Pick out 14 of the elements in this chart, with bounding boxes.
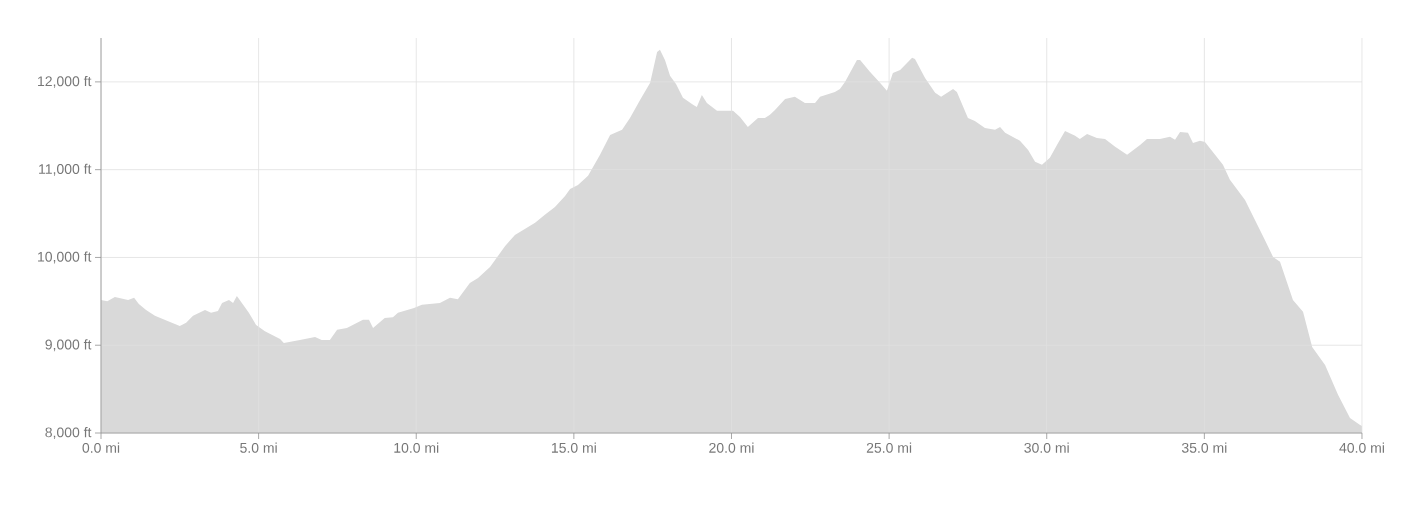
x-tick-label: 40.0 mi (1339, 442, 1384, 453)
y-tick-label: 10,000 ft (38, 251, 92, 264)
x-tick-label: 25.0 mi (866, 442, 912, 453)
x-tick-label: 30.0 mi (1024, 442, 1069, 453)
x-tick-label: 10.0 mi (394, 442, 439, 453)
y-tick-label: 8,000 ft (45, 427, 92, 439)
y-tick-label: 9,000 ft (45, 339, 92, 352)
x-tick-label: 15.0 mi (551, 442, 596, 453)
x-tick-label: 35.0 mi (1181, 442, 1227, 453)
y-tick-label: 11,000 ft (39, 163, 92, 176)
x-tick-label: 5.0 mi (240, 442, 277, 453)
y-tick-label: 12,000 ft (38, 75, 92, 88)
x-tick-label: 20.0 mi (709, 442, 754, 453)
x-tick-label: 0.0 mi (82, 442, 120, 453)
